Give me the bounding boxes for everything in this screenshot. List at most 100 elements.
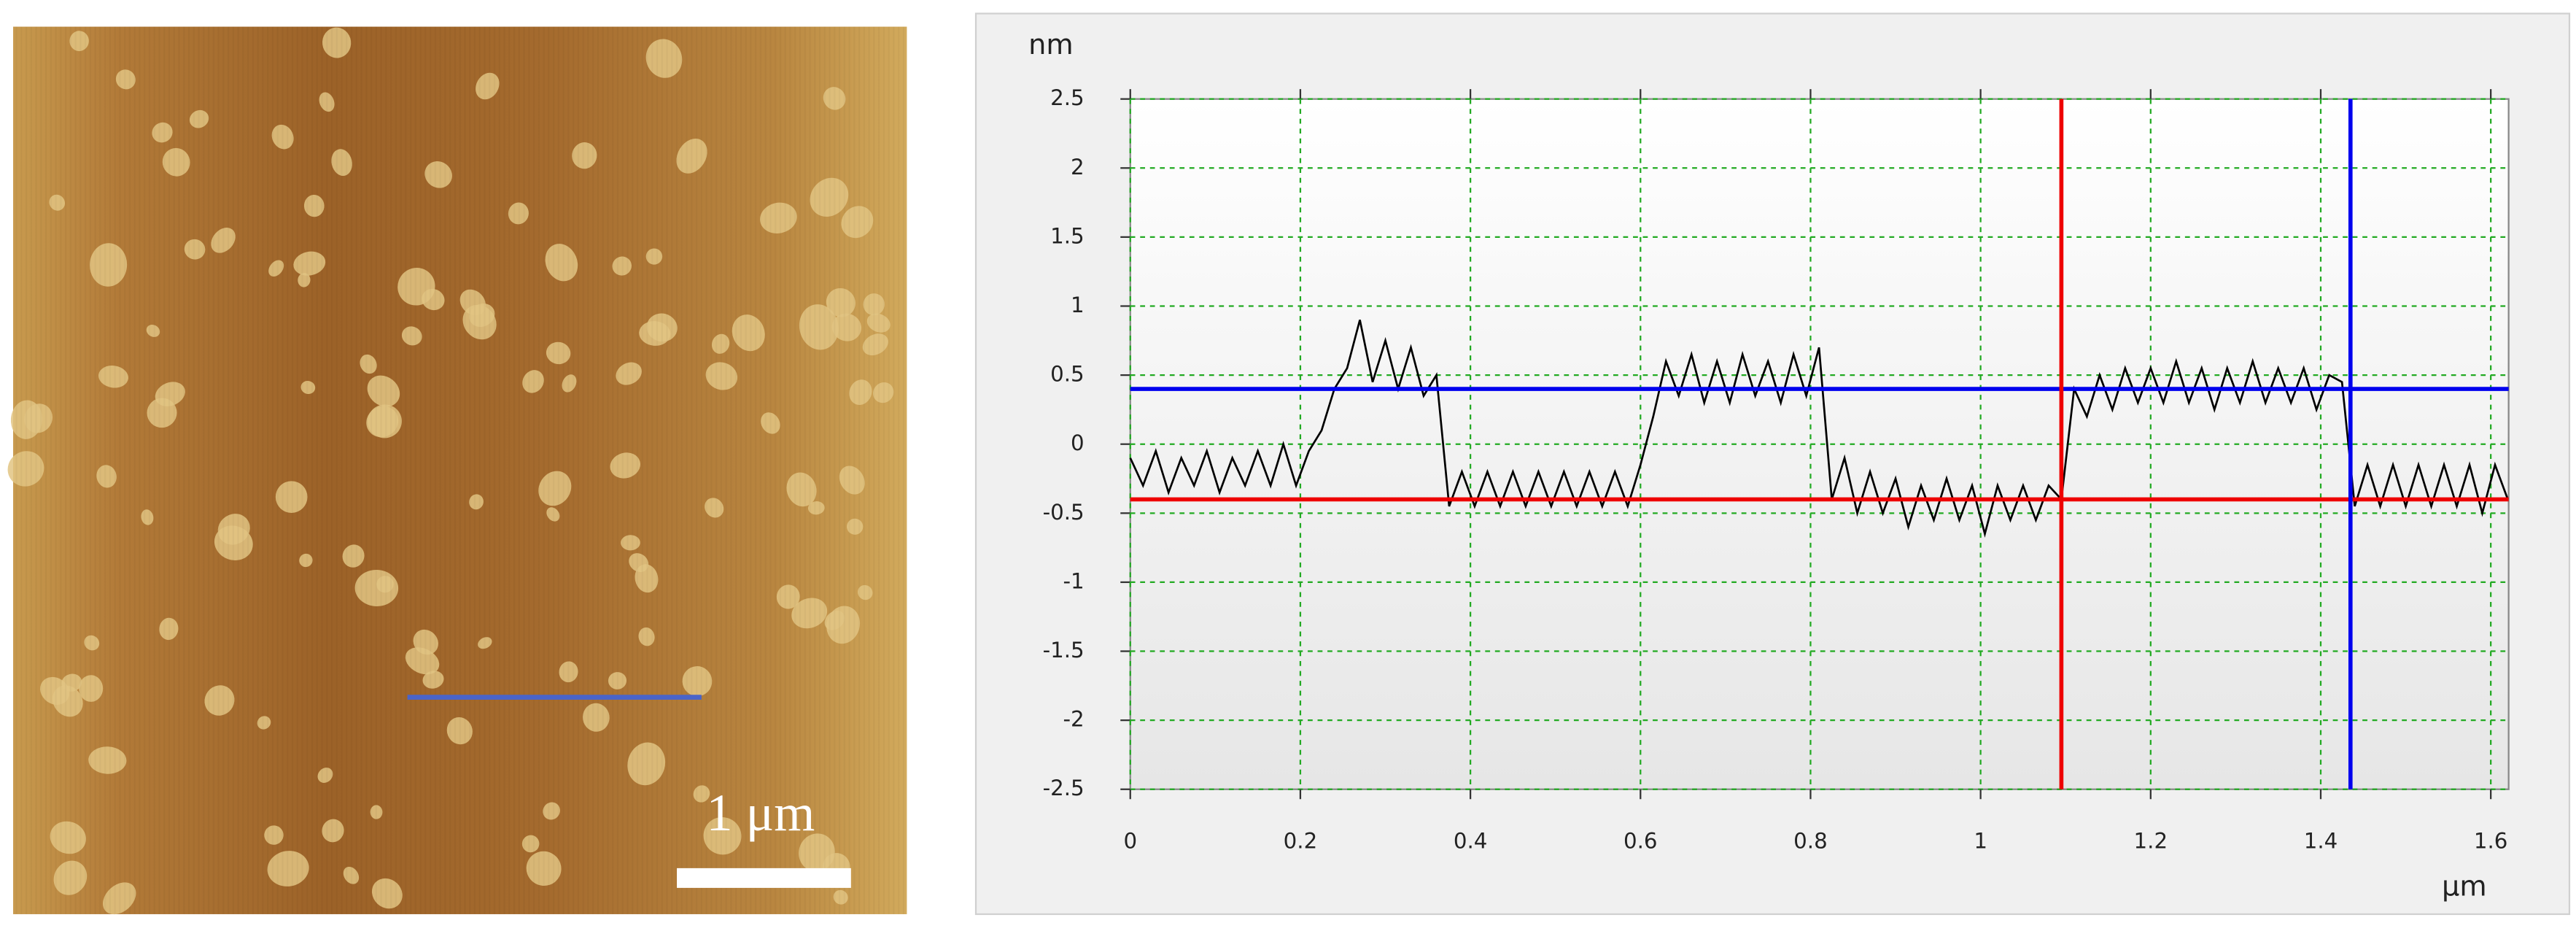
y-tick-label: 2 [1071,155,1085,179]
grain [147,398,177,428]
grain [84,635,100,651]
y-tick-label: -1 [1063,568,1084,593]
grain [610,452,640,479]
grain [646,313,678,342]
grain [546,507,560,522]
grain [96,465,117,488]
grain [469,304,495,328]
x-tick-label: 0.2 [1284,828,1318,853]
grain [413,629,438,655]
grain [776,584,800,609]
y-tick-label: -1.5 [1043,638,1085,662]
y-axis-label: nm [1028,28,1074,61]
grain [526,851,562,886]
grain [705,498,724,518]
grain [69,31,89,52]
grain [543,802,560,820]
grain [446,717,473,745]
grain [807,501,825,515]
grain [10,400,42,439]
grain [839,465,865,495]
y-tick-label: 1 [1071,293,1085,317]
y-tick-label: -0.5 [1043,500,1085,525]
x-tick-label: 0.4 [1454,828,1488,853]
grain [476,72,500,100]
grain [621,535,640,551]
grain [367,375,400,407]
afm-image [7,26,907,915]
grain [703,816,742,855]
afm-background [13,26,907,914]
grain [612,256,632,276]
grain [53,860,88,895]
grain [275,481,308,513]
grain [711,333,730,354]
grain [317,768,333,783]
x-tick-label: 0 [1123,828,1137,853]
plot-area [1129,98,2510,790]
grain [50,821,86,854]
grain [546,341,571,365]
grain [522,370,544,393]
grain [322,819,344,843]
grain [841,206,874,239]
grain [826,606,861,644]
grain [866,313,891,333]
grain [833,889,848,905]
x-tick-label: 1 [1974,828,1987,853]
grain [189,109,209,128]
grain [858,584,873,600]
grain [559,661,578,683]
grain [159,617,179,641]
grain [152,122,173,143]
y-tick-label: -2 [1063,707,1084,732]
grain [79,675,104,702]
x-tick-label: 1.2 [2134,828,2168,853]
grain [319,92,335,112]
grain [303,194,325,217]
grain [103,882,136,915]
grain [397,268,435,306]
grain [211,228,236,253]
scale-bar [677,868,851,888]
grain [424,161,452,188]
grain [257,716,271,730]
grain [271,124,294,150]
grain [760,202,797,233]
grain [831,313,862,341]
grain [162,147,190,177]
grain [184,239,206,260]
grain [847,518,864,535]
grain [562,374,577,393]
grain [849,379,872,406]
grain [478,637,492,649]
grain [608,672,627,689]
grain [538,471,572,506]
grain [693,785,710,803]
grain [49,194,66,211]
grain [676,138,707,174]
grain [545,244,578,282]
grain [645,248,663,265]
grain [682,666,713,697]
grain [264,825,284,845]
grain [61,673,82,692]
grain [204,685,235,716]
grain [862,333,888,356]
grain [141,509,154,525]
grain [98,366,128,388]
x-tick-label: 0.6 [1623,828,1658,853]
grain [791,598,828,629]
grain [88,746,127,774]
scale-bar-label: 1 μm [707,784,815,842]
grain [863,293,885,316]
x-tick-label: 1.6 [2474,828,2508,853]
y-tick-label: -2.5 [1043,776,1085,800]
grain [645,39,683,78]
grain [299,553,313,568]
grain [761,412,780,434]
grain [342,544,365,568]
grain [300,380,316,395]
grain [627,742,666,786]
grain [521,835,540,853]
